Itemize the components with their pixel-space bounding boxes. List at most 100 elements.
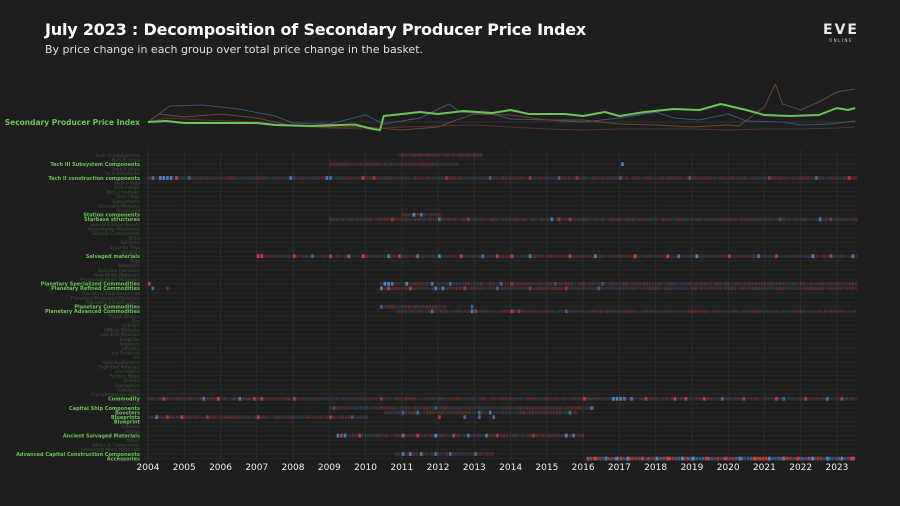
heatmap-cell xyxy=(448,433,451,438)
heatmap-cell xyxy=(607,217,610,222)
heatmap-cell xyxy=(157,176,160,180)
heatmap-cell xyxy=(506,286,510,291)
heatmap-cell xyxy=(765,456,768,461)
heatmap-cell xyxy=(849,254,852,258)
heatmap-cell xyxy=(211,415,215,419)
heatmap-cell xyxy=(731,254,734,258)
heatmap-cell xyxy=(359,254,363,258)
heatmap-cell xyxy=(429,254,432,258)
heatmap-row-label: Shuttles xyxy=(121,249,140,255)
heatmap-cell xyxy=(519,176,523,180)
heatmap-cell xyxy=(465,406,468,410)
heatmap-cell xyxy=(660,309,664,314)
heatmap-cell xyxy=(462,254,465,258)
heatmap-cell xyxy=(752,176,755,180)
heatmap-cell xyxy=(789,456,792,461)
heatmap-cell xyxy=(540,410,544,415)
heatmap-cell xyxy=(430,452,434,456)
heatmap-cell xyxy=(739,309,742,314)
heatmap-cell xyxy=(537,282,540,286)
heatmap-cell xyxy=(516,410,520,415)
heatmap-cell xyxy=(377,162,381,166)
heatmap-cell xyxy=(341,415,344,419)
heatmap-cell xyxy=(290,254,293,258)
heatmap-cell xyxy=(598,254,601,258)
heatmap-cell xyxy=(531,406,535,410)
heatmap-cell xyxy=(591,286,595,291)
heatmap-cell xyxy=(437,282,441,286)
heatmap-cell xyxy=(344,176,348,180)
heatmap-cell xyxy=(640,397,644,401)
heatmap-cell xyxy=(670,254,674,258)
x-tick-label: 2004 xyxy=(137,463,160,473)
index-series-label: Secondary Producer Price Index xyxy=(5,118,140,127)
heatmap-cell xyxy=(843,456,847,461)
heatmap-cell xyxy=(162,396,166,401)
heatmap-cell xyxy=(670,282,673,286)
heatmap-cell xyxy=(407,282,410,286)
heatmap-cell xyxy=(821,254,825,258)
heatmap-cell xyxy=(849,456,853,461)
heatmap-cell xyxy=(697,217,701,222)
heatmap-cell xyxy=(589,176,592,180)
heatmap-cell xyxy=(623,456,626,461)
heatmap-cell xyxy=(424,433,427,438)
heatmap-cell xyxy=(821,282,824,286)
heatmap-cell xyxy=(727,282,731,286)
heatmap-cell xyxy=(549,176,553,180)
heatmap-cell xyxy=(510,406,514,410)
heatmap-cell xyxy=(502,433,506,438)
heatmap-cell xyxy=(323,254,326,258)
heatmap-cell xyxy=(713,176,716,180)
heatmap-cell xyxy=(199,415,202,419)
heatmap-cell xyxy=(700,217,704,222)
heatmap-cell xyxy=(775,286,779,291)
heatmap-cell xyxy=(262,397,266,401)
heatmap-cell xyxy=(772,309,775,314)
heatmap-cell xyxy=(832,309,836,314)
heatmap-cell xyxy=(558,410,562,415)
heatmap-cell xyxy=(488,410,492,415)
heatmap-cell xyxy=(419,254,423,258)
heatmap-cell xyxy=(734,176,737,180)
heatmap-cell xyxy=(398,286,401,291)
heatmap-cell xyxy=(471,217,474,222)
heatmap-cell xyxy=(419,212,423,217)
heatmap-cell xyxy=(398,153,401,157)
heatmap-cell xyxy=(572,433,575,438)
heatmap-cell xyxy=(353,162,357,166)
x-tick-label: 2015 xyxy=(535,463,558,473)
heatmap-cell xyxy=(277,176,281,180)
heatmap-cell xyxy=(348,433,352,438)
heatmap-cell xyxy=(813,456,816,461)
heatmap-cell xyxy=(480,410,483,415)
heatmap-cell xyxy=(446,282,450,286)
heatmap-cell xyxy=(190,415,193,419)
heatmap-cell xyxy=(214,415,218,419)
heatmap-cell xyxy=(338,397,341,401)
heatmap-cell xyxy=(401,286,404,291)
heatmap-cell xyxy=(609,309,612,314)
heatmap-cell xyxy=(458,309,461,314)
heatmap-cell xyxy=(277,397,281,401)
heatmap-cell xyxy=(569,309,573,314)
heatmap-cell xyxy=(148,281,151,286)
heatmap-cell xyxy=(232,397,236,401)
heatmap-cell xyxy=(441,397,444,401)
heatmap-cell xyxy=(598,176,601,180)
heatmap-cell xyxy=(435,176,438,180)
heatmap-cell xyxy=(731,217,734,222)
heatmap-cell xyxy=(595,176,598,180)
heatmap-cell xyxy=(437,286,441,291)
heatmap-cell xyxy=(516,286,519,291)
heatmap-cell xyxy=(359,397,363,401)
heatmap-cell xyxy=(709,282,713,286)
heatmap-cell xyxy=(403,309,407,314)
heatmap-cell xyxy=(836,397,840,401)
heatmap-cell xyxy=(521,309,525,314)
heatmap-cell xyxy=(543,410,547,415)
heatmap-cell xyxy=(733,282,737,286)
heatmap-cell xyxy=(488,176,492,180)
heatmap-cell xyxy=(616,176,619,180)
heatmap-cell xyxy=(181,397,184,401)
